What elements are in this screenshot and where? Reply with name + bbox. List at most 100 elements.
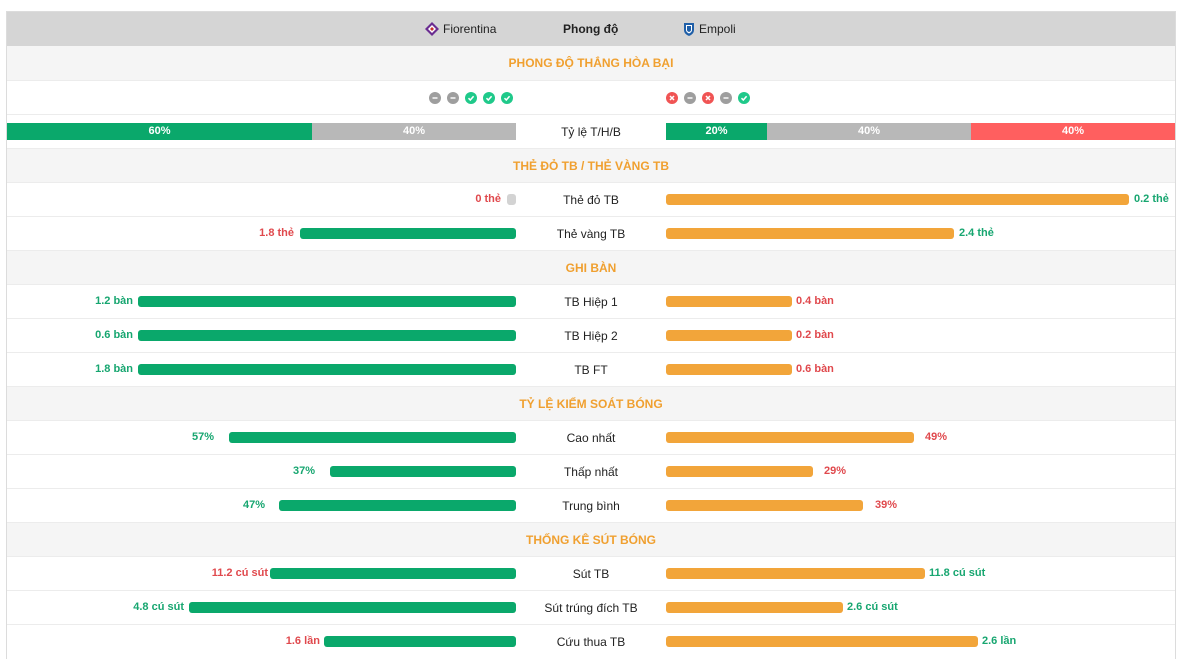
away-form-draw-icon — [720, 92, 732, 104]
poss-avg-home-bar — [279, 500, 516, 511]
poss-max-label: Cao nhất — [566, 431, 616, 445]
away-draw-segment: 40% — [767, 123, 971, 140]
ratio-row: 60% 40% Tỷ lệ T/H/B 20% 40% 40% — [7, 115, 1175, 149]
red-card-row: 0 thẻ Thẻ đỏ TB 0.2 thẻ — [7, 183, 1175, 217]
yellow-card-away-value: 2.4 thẻ — [959, 227, 994, 239]
home-draw-segment: 40% — [312, 123, 516, 140]
poss-max-away-bar — [666, 432, 914, 443]
ft-home-bar — [138, 364, 516, 375]
home-form-win-icon — [501, 92, 513, 104]
away-win-segment: 20% — [666, 123, 767, 140]
half1-label: TB Hiệp 1 — [564, 295, 618, 309]
yellow-card-home-bar — [300, 228, 516, 239]
half1-home-value: 1.2 bàn — [95, 295, 133, 307]
ratio-label: Tỷ lệ T/H/B — [561, 125, 621, 139]
saves-home-bar — [324, 636, 516, 647]
saves-home-value: 1.6 lần — [285, 635, 320, 647]
shots-row: 11.2 cú sút Sút TB 11.8 cú sút — [7, 557, 1175, 591]
poss-min-home-bar — [330, 466, 516, 477]
shots-away-bar — [666, 568, 925, 579]
half2-away-value: 0.2 bàn — [796, 329, 834, 341]
section-possession-title: TỶ LỆ KIỂM SOÁT BÓNG — [7, 387, 1175, 421]
poss-avg-row: 47% Trung bình 39% — [7, 489, 1175, 523]
saves-label: Cứu thua TB — [556, 635, 626, 649]
half2-away-bar — [666, 330, 792, 341]
yellow-card-home-value: 1.8 thẻ — [259, 227, 294, 239]
header-title: Phong độ — [563, 22, 619, 36]
poss-max-home-bar — [229, 432, 516, 443]
home-form-draw-icon — [429, 92, 441, 104]
ft-label: TB FT — [574, 363, 608, 377]
home-team[interactable]: Fiorentina — [425, 12, 496, 46]
half2-home-value: 0.6 bàn — [95, 329, 133, 341]
ft-away-value: 0.6 bàn — [796, 363, 834, 375]
empoli-logo-icon — [684, 23, 694, 36]
section-form-title: PHONG ĐỘ THẮNG HÒA BẠI — [7, 46, 1175, 81]
home-form-draw-icon — [447, 92, 459, 104]
red-card-label: Thẻ đỏ TB — [563, 193, 619, 207]
shots-on-home-value: 4.8 cú sút — [133, 601, 184, 613]
home-team-name: Fiorentina — [443, 22, 497, 36]
shots-home-bar — [270, 568, 516, 579]
shots-away-value: 11.8 cú sút — [929, 567, 986, 579]
section-cards-title: THẺ ĐỎ TB / THẺ VÀNG TB — [7, 149, 1175, 183]
away-team[interactable]: Empoli — [683, 12, 736, 46]
shots-home-value: 11.2 cú sút — [211, 567, 268, 579]
home-form-dots — [429, 92, 513, 104]
shots-on-home-bar — [189, 602, 516, 613]
poss-min-label: Thấp nhất — [563, 465, 619, 479]
away-form-loss-icon — [702, 92, 714, 104]
yellow-card-label: Thẻ vàng TB — [556, 227, 626, 241]
half2-label: TB Hiệp 2 — [564, 329, 618, 343]
poss-max-row: 57% Cao nhất 49% — [7, 421, 1175, 455]
shots-on-away-bar — [666, 602, 843, 613]
half1-away-bar — [666, 296, 792, 307]
yellow-card-row: 1.8 thẻ Thẻ vàng TB 2.4 thẻ — [7, 217, 1175, 251]
half1-away-value: 0.4 bàn — [796, 295, 834, 307]
shots-on-away-value: 2.6 cú sút — [847, 601, 898, 613]
half2-home-bar — [138, 330, 516, 341]
poss-avg-away-value: 39% — [875, 499, 898, 511]
poss-avg-home-value: 47% — [242, 499, 265, 511]
ft-row: 1.8 bàn TB FT 0.6 bàn — [7, 353, 1175, 387]
ft-home-value: 1.8 bàn — [95, 363, 133, 375]
half2-row: 0.6 bàn TB Hiệp 2 0.2 bàn — [7, 319, 1175, 353]
shots-on-label: Sút trúng đích TB — [544, 601, 638, 615]
away-loss-segment: 40% — [971, 123, 1175, 140]
away-form-loss-icon — [666, 92, 678, 104]
saves-away-bar — [666, 636, 978, 647]
fiorentina-logo-icon — [425, 22, 439, 36]
poss-min-row: 37% Thấp nhất 29% — [7, 455, 1175, 489]
saves-row: 1.6 lần Cứu thua TB 2.6 lần — [7, 625, 1175, 659]
stats-panel: Fiorentina Phong độ Empoli PHONG ĐỘ THẮN… — [6, 11, 1176, 659]
shots-label: Sút TB — [572, 567, 610, 581]
away-form-draw-icon — [684, 92, 696, 104]
poss-min-away-bar — [666, 466, 813, 477]
half1-row: 1.2 bàn TB Hiệp 1 0.4 bàn — [7, 285, 1175, 319]
header-bar: Fiorentina Phong độ Empoli — [7, 12, 1175, 46]
poss-avg-label: Trung bình — [562, 499, 620, 513]
section-goals-title: GHI BÀN — [7, 251, 1175, 285]
home-win-segment: 60% — [7, 123, 312, 140]
away-team-name: Empoli — [699, 22, 736, 36]
form-row — [7, 81, 1175, 115]
red-card-away-value: 0.2 thẻ — [1134, 193, 1169, 205]
red-card-away-bar — [666, 194, 1129, 205]
home-form-win-icon — [483, 92, 495, 104]
poss-min-away-value: 29% — [824, 465, 847, 477]
ft-away-bar — [666, 364, 792, 375]
red-card-home-bar — [507, 194, 516, 205]
poss-max-home-value: 57% — [191, 431, 214, 443]
away-form-win-icon — [738, 92, 750, 104]
saves-away-value: 2.6 lần — [982, 635, 1017, 647]
poss-min-home-value: 37% — [292, 465, 315, 477]
red-card-home-value: 0 thẻ — [475, 193, 501, 205]
home-form-win-icon — [465, 92, 477, 104]
shots-on-row: 4.8 cú sút Sút trúng đích TB 2.6 cú sút — [7, 591, 1175, 625]
poss-max-away-value: 49% — [925, 431, 948, 443]
half1-home-bar — [138, 296, 516, 307]
away-form-dots — [666, 92, 750, 104]
yellow-card-away-bar — [666, 228, 954, 239]
poss-avg-away-bar — [666, 500, 863, 511]
section-shots-title: THỐNG KÊ SÚT BÓNG — [7, 523, 1175, 557]
